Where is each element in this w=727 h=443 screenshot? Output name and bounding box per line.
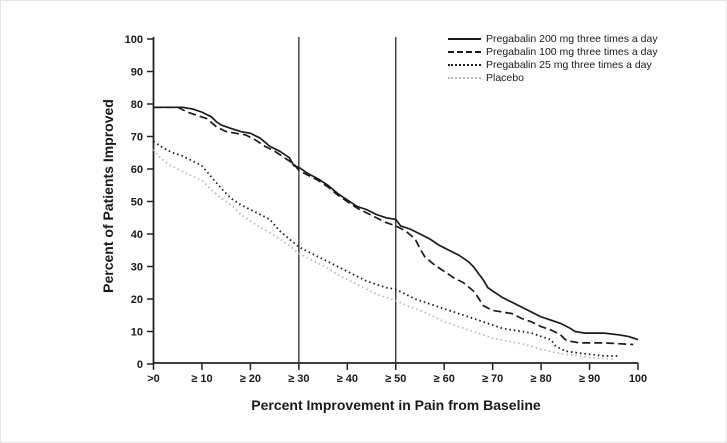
- legend-line-sample: [448, 76, 481, 79]
- series-line-3: [152, 140, 619, 357]
- legend-label: Pregabalin 100 mg three times a day: [486, 45, 658, 58]
- legend-label: Pregabalin 200 mg three times a day: [486, 32, 658, 45]
- x-tick-label: ≥ 70: [482, 373, 503, 385]
- legend-item: Pregabalin 25 mg three times a day: [448, 58, 658, 71]
- y-tick-label: 20: [131, 294, 143, 306]
- y-tick-label: 40: [131, 229, 143, 241]
- legend-label: Pregabalin 25 mg three times a day: [486, 58, 652, 71]
- legend-item: Pregabalin 200 mg three times a day: [448, 32, 658, 45]
- y-tick-label: 30: [131, 262, 143, 274]
- legend-item: Placebo: [448, 71, 658, 84]
- y-tick-label: 50: [131, 197, 143, 209]
- legend: Pregabalin 200 mg three times a day Prega…: [448, 32, 658, 84]
- series-line-1: [153, 106, 639, 341]
- legend-line-sample: [448, 37, 481, 40]
- x-tick-label: ≥ 90: [579, 373, 600, 385]
- legend-line-sample: [448, 63, 481, 66]
- y-tick-label: 80: [131, 99, 143, 111]
- x-tick-label: ≥ 80: [530, 373, 551, 385]
- y-tick-label: 0: [137, 359, 143, 371]
- x-tick-label: 100: [629, 373, 647, 385]
- x-tick-label: ≥ 10: [191, 373, 212, 385]
- x-axis-title: Percent Improvement in Pain from Baselin…: [251, 397, 541, 413]
- legend-item: Pregabalin 100 mg three times a day: [448, 45, 658, 58]
- x-tick-label: >0: [147, 373, 160, 385]
- legend-line-sample: [448, 50, 481, 53]
- x-tick-label: ≥ 50: [385, 373, 406, 385]
- y-axis-title: Percent of Patients Improved: [100, 99, 116, 293]
- y-tick-label: 10: [131, 327, 143, 339]
- x-tick-label: ≥ 60: [434, 373, 455, 385]
- y-tick-label: 90: [131, 67, 143, 79]
- x-tick-label: ≥ 20: [240, 373, 261, 385]
- y-tick-label: 100: [125, 34, 143, 46]
- x-tick-label: ≥ 40: [337, 373, 358, 385]
- series-line-2: [153, 106, 634, 346]
- y-tick-label: 60: [131, 164, 143, 176]
- x-tick-label: ≥ 30: [288, 373, 309, 385]
- legend-label: Placebo: [486, 71, 524, 84]
- y-tick-label: 70: [131, 132, 143, 144]
